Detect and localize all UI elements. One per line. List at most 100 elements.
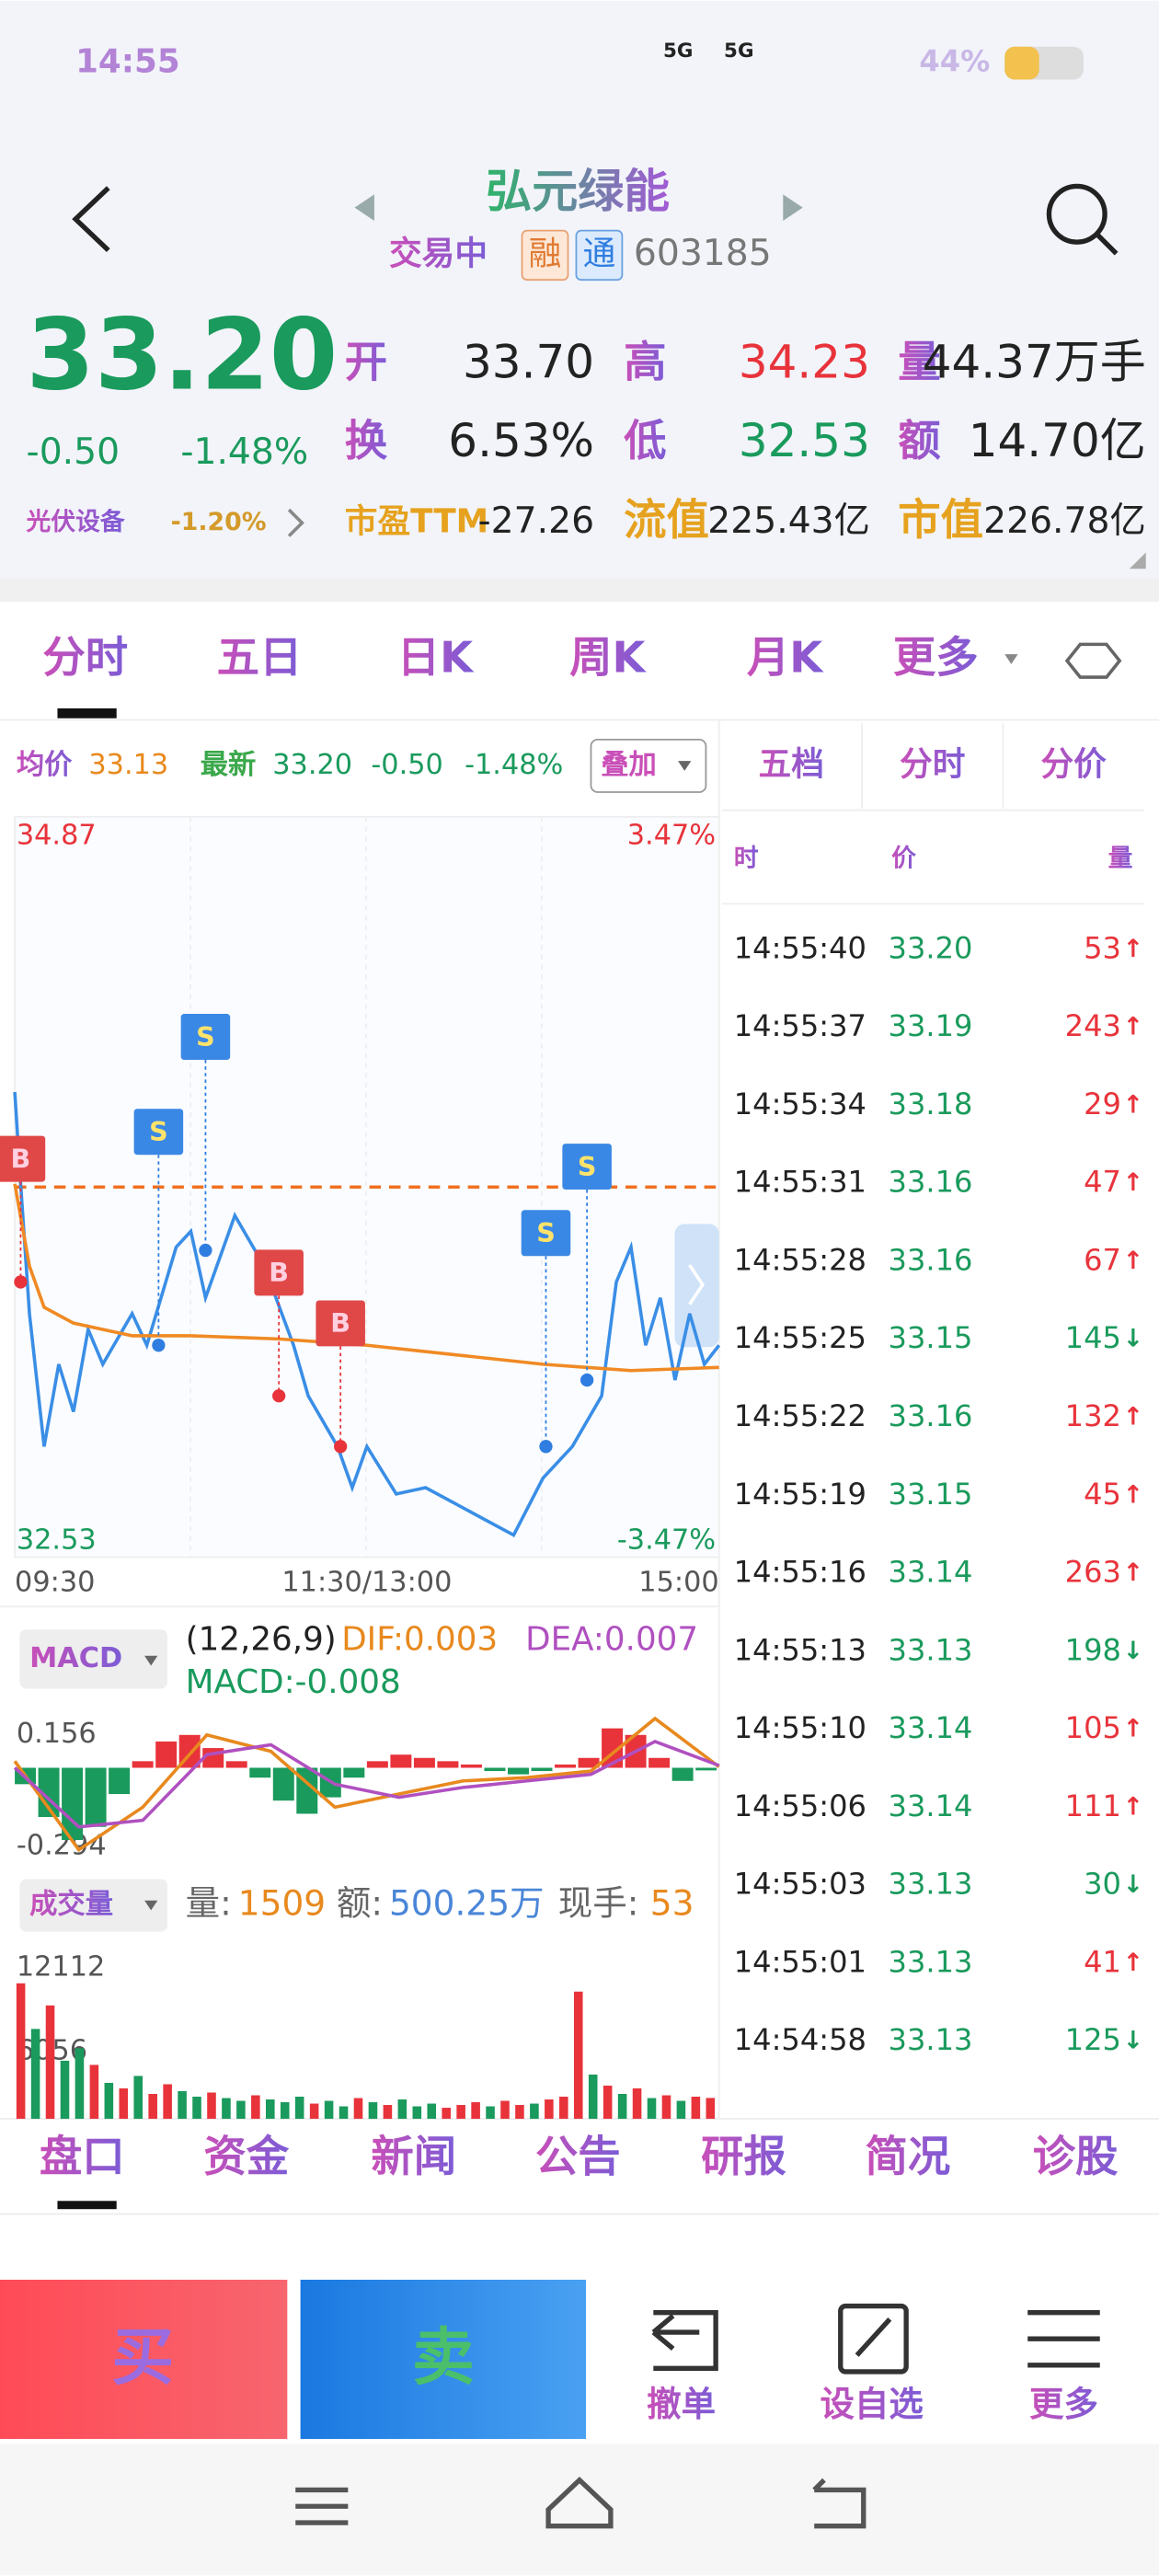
tab[interactable]: 更多 [893,633,979,683]
x-tick-label: 15:00 [638,1567,718,1599]
sector: 光伏设备 [26,508,126,536]
field-value: 14.70亿 [969,414,1146,467]
tick-volume: 263 [1065,1555,1121,1590]
tab-underline [57,2201,117,2210]
tick-volume: 125 [1065,2022,1121,2057]
tick-price: 33.16 [889,1242,973,1277]
tick-dir: ↑ [1123,1247,1143,1275]
field-label: 开 [345,337,387,386]
back-button[interactable] [72,186,110,253]
network: 5G [724,40,753,63]
tab[interactable]: 周K [569,633,647,683]
hand-value: 53 [650,1883,694,1924]
tick-time: 14:55:06 [734,1788,866,1823]
field-label: 换 [345,416,388,466]
tick-dir: ↓ [1123,2027,1143,2055]
volume-bar [251,2095,260,2120]
volume-bar [706,2098,716,2120]
sector-pct: -1.20% [171,508,267,536]
macd-bar [249,1767,271,1778]
volume-title: 成交量 [29,1888,113,1921]
vol-label: 量: [186,1883,232,1924]
line [13,1091,721,1538]
tick-price: 33.14 [889,1555,973,1590]
amt-value: 500.25万 [389,1883,545,1924]
tick-volume: 30 [1084,1867,1121,1902]
bottom-tab[interactable]: 公告 [535,2132,621,2181]
side-header: 量 [1108,845,1133,873]
bottom-tab[interactable]: 盘口 [40,2132,125,2181]
field-value: 32.53 [739,414,870,467]
tick-time: 14:55:03 [734,1867,866,1902]
volume-bar [222,2098,231,2120]
buy-label: 买 [111,2321,174,2394]
side-tab: 分时 [900,745,965,783]
tab[interactable]: 五日 [217,633,303,683]
macd-bar [390,1754,412,1768]
bottom-tab[interactable]: 资金 [203,2132,289,2181]
macd-title: MACD [29,1642,122,1674]
tick-dir: ↑ [1123,1480,1143,1509]
volume-bar [691,2097,701,2120]
tab[interactable]: 分时 [42,633,128,683]
marker-dot [334,1440,348,1454]
watch-icon[interactable] [838,2303,909,2375]
separator [0,579,1159,602]
cancel-icon[interactable] [651,2309,718,2372]
overlay-box[interactable] [590,739,707,793]
tag: 融 [529,235,562,272]
settings[interactable] [1064,642,1122,679]
field-label: 高 [624,337,666,386]
nav-home[interactable] [545,2477,614,2529]
tick-volume: 67 [1084,1242,1121,1277]
search[interactable] [1046,183,1107,245]
macd-bar [648,1757,671,1768]
tab[interactable]: 日K [397,633,475,683]
bottom-tab[interactable]: 研报 [701,2132,786,2181]
marker-label: S [536,1217,556,1248]
sector-chevron[interactable] [287,508,304,537]
macd-bar [155,1741,178,1768]
tick-price: 33.13 [889,2022,973,2057]
nav-back[interactable] [812,2478,866,2529]
expand-tab[interactable] [674,1224,719,1348]
marker-box [562,1144,612,1190]
volume-bar [661,2095,671,2120]
nav-menu[interactable] [295,2487,349,2525]
bottom-tab[interactable]: 诊股 [1033,2132,1119,2181]
volume-bar [412,2106,422,2120]
volume-bar [89,2064,99,2120]
tick-time: 14:55:25 [734,1320,866,1355]
volume-bar [45,2005,55,2120]
clock: 14:55 [75,43,180,81]
tab[interactable]: 月K [747,633,824,683]
tick-price: 33.14 [889,1788,973,1823]
volume-bar [119,2087,129,2120]
change-pct: -1.48% [180,431,308,473]
amt-label: 额: [337,1883,383,1924]
tick-time: 14:55:19 [734,1477,866,1512]
macd-bar [484,1767,506,1772]
bottom-tab[interactable]: 新闻 [371,2132,456,2181]
tick-volume: 243 [1065,1008,1121,1043]
macd-box[interactable] [19,1629,168,1689]
buy-button[interactable] [0,2279,288,2440]
marker-label: S [578,1151,597,1182]
vol-value: 1509 [238,1883,326,1924]
y-tick-label: 32.53 [17,1524,97,1556]
marker-dot [14,1275,28,1289]
volume-bar [602,2085,613,2120]
tick-dir: ↑ [1123,1715,1143,1743]
sell-button[interactable] [300,2279,587,2440]
macd-bar [225,1761,247,1768]
volume-bar [632,2087,642,2120]
field-value: 33.70 [463,335,594,388]
field-label: 额 [898,416,941,466]
tick-price: 33.19 [889,1008,973,1043]
tick-dir: ↑ [1123,1090,1143,1119]
more-icon[interactable] [1027,2309,1100,2368]
caret [144,1900,158,1911]
bottom-tab[interactable]: 简况 [866,2132,951,2181]
volume-box[interactable] [19,1879,168,1932]
